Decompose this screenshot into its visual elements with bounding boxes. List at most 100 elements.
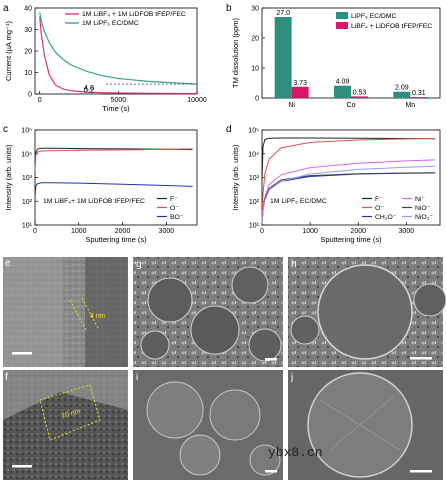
panel-label-i: i	[136, 372, 138, 383]
y-tick-label: 10¹	[249, 223, 260, 230]
y-tick-label: 10⁴	[21, 151, 32, 158]
plot-note: 1M LiPF₆ EC/DMC	[270, 198, 327, 205]
y-tick-label: 10	[24, 70, 32, 77]
y-tick-label: 0	[255, 96, 259, 103]
bar-Mn-0	[393, 91, 411, 98]
x-tick-label: 5000	[111, 97, 127, 104]
series-line-1	[34, 148, 193, 171]
annotation-4nm: 4 nm	[90, 313, 106, 320]
panel-label-c: c	[3, 124, 8, 135]
legend-label-1: LiBF₄ + LiDFOB tFEP/FEC	[351, 23, 432, 30]
y-tick-label: 10³	[22, 175, 33, 182]
x-tick-label: Co	[347, 102, 356, 109]
panel-label-d: d	[226, 124, 232, 135]
scale-bar	[265, 358, 277, 361]
sem-image-h: h	[288, 257, 446, 367]
y-tick-label: 30	[251, 6, 259, 13]
data-label: 2.09	[395, 85, 409, 92]
x-axis-label: Sputtering time (s)	[320, 235, 382, 244]
x-tick-label: 1000	[302, 228, 318, 235]
plot-note: 1M LiBF₄+ 1M LiDFOB tFEP/FEC	[43, 198, 145, 205]
y-tick-label: 10⁵	[248, 128, 259, 135]
x-tick-label: 3000	[159, 228, 175, 235]
y-tick-label: 10⁴	[248, 151, 259, 158]
legend-swatch-0	[336, 12, 348, 19]
panel-label-h: h	[291, 259, 297, 270]
chart-b: TM dissolution (ppm) 0 10 20 30 Ni 27.0 3.73 Co 4…	[231, 6, 441, 109]
series-line-5	[261, 165, 436, 224]
series-line-2	[34, 182, 193, 198]
panel-label-g: g	[136, 259, 142, 270]
panel-label-b: b	[226, 3, 232, 14]
series-line-1	[39, 12, 198, 85]
panel-label-a: a	[3, 3, 9, 14]
scale-bar	[410, 470, 432, 473]
y-axis-label: Intensity (arb. units)	[4, 144, 13, 210]
legend-label-2: BO⁻	[170, 214, 184, 221]
data-label: 4.09	[336, 79, 350, 86]
panel-label-f: f	[5, 372, 8, 383]
panel-label-e: e	[5, 258, 11, 269]
bar-Ni-1	[291, 86, 309, 98]
scale-bar	[265, 470, 277, 473]
legend-label-4: NiO⁻	[415, 205, 431, 212]
scale-bar	[410, 357, 432, 360]
annotation-10nm: 10 nm	[61, 408, 82, 420]
tem-image-e: 4 nm e	[3, 257, 128, 367]
legend-label-1: O⁻	[170, 205, 179, 212]
x-tick-label: 2000	[350, 228, 366, 235]
x-tick-label: 10000	[187, 97, 207, 104]
y-tick-label: 10⁵	[21, 128, 32, 135]
scale-bar	[12, 465, 32, 468]
legend-label-3: Ni⁻	[415, 196, 425, 203]
y-tick-label: 10¹	[22, 223, 33, 230]
legend-label-1: 1M LiPF₆ EC/DMC	[82, 20, 139, 27]
x-tick-label: 0	[260, 228, 264, 235]
legend-label-0: LiPF₆ EC/DMC	[351, 13, 397, 20]
series-line-0	[261, 137, 436, 180]
annotation-value: 0.2	[84, 86, 94, 95]
y-axis-label: Intensity (arb. units)	[231, 144, 240, 210]
y-axis-label: TM dissolution (ppm)	[231, 17, 240, 88]
tem-image-f: 10 nm f	[3, 370, 128, 480]
data-label: 0.31	[412, 90, 426, 97]
scale-bar	[12, 352, 32, 355]
data-label: 3.73	[293, 80, 307, 87]
y-tick-label: 20	[24, 49, 32, 56]
sem-image-i: i	[133, 370, 283, 480]
y-tick-label: 30	[24, 27, 32, 34]
legend-swatch-1	[336, 22, 348, 29]
chart-c: Intensity (arb. units) Sputtering time (s…	[4, 128, 198, 244]
y-tick-label: 10²	[22, 199, 33, 206]
sem-image-g: g	[133, 257, 283, 367]
y-axis-label: Current (µA mg⁻¹)	[4, 21, 13, 81]
watermark: ybx8.cn	[268, 445, 323, 460]
legend-label-0: F⁻	[375, 196, 383, 203]
series-line-1	[261, 138, 436, 221]
x-tick-label: 3000	[399, 228, 415, 235]
legend-label-0: 1M LiBF₄ + 1M LiDFOB tFEP/FEC	[82, 11, 186, 18]
bar-Co-1	[351, 96, 368, 98]
data-label: 27.0	[276, 10, 290, 17]
series-line-0	[39, 16, 198, 95]
x-tick-label: 0	[33, 228, 37, 235]
x-tick-label: 2000	[115, 228, 131, 235]
panel-label-j: j	[290, 372, 293, 383]
chart-d: Intensity (arb. units) Sputtering time (s…	[231, 128, 441, 244]
x-axis-label: Sputtering time (s)	[85, 235, 147, 244]
plot-frame	[261, 129, 441, 226]
y-tick-label: 40	[24, 6, 32, 13]
legend-label-1: O⁻	[375, 205, 384, 212]
legend-label-2: CH₂O⁻	[375, 214, 397, 221]
bar-Mn-1	[410, 97, 428, 98]
x-tick-label: Ni	[288, 102, 295, 109]
chart-a: Current (µA mg⁻¹) Time (s) 0 5000 10000 0 10 20…	[4, 6, 207, 114]
x-axis-label: Time (s)	[102, 104, 130, 113]
legend-label-0: F⁻	[170, 196, 178, 203]
bar-Ni-0	[274, 17, 292, 98]
x-tick-label: 1000	[71, 228, 87, 235]
x-tick-label: Mn	[405, 102, 415, 109]
bar-Co-0	[334, 85, 351, 98]
data-label: 0.53	[353, 89, 367, 96]
